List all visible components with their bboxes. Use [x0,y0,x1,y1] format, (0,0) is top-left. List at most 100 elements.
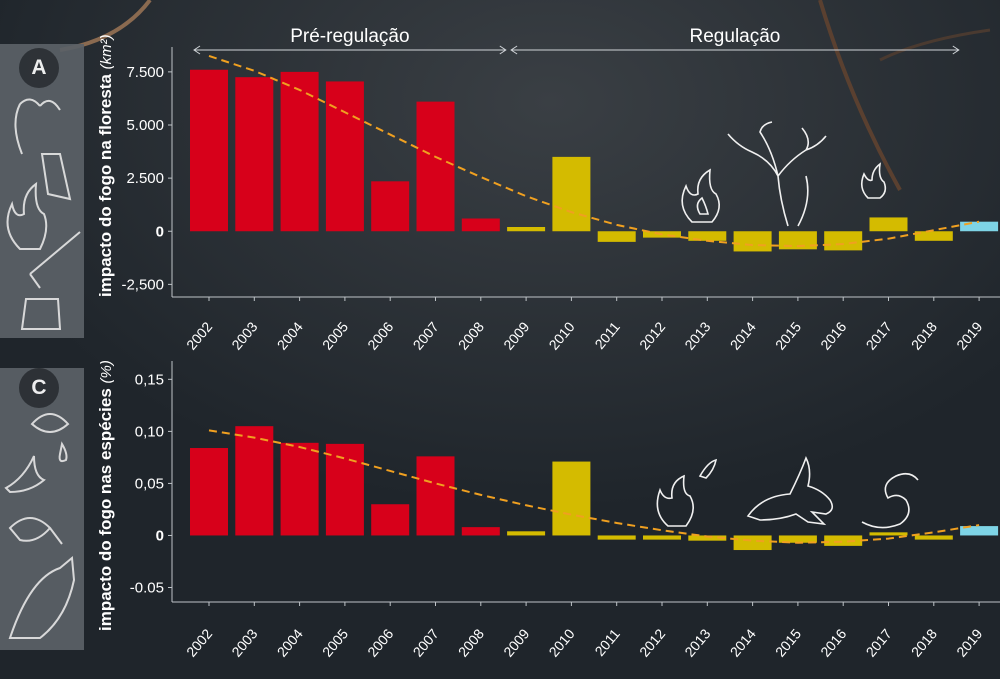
trend-line [208,54,980,248]
bar-2015 [778,231,817,250]
bar-2007 [416,101,455,232]
x-tick-label: 2014 [727,318,759,352]
x-tick-label: 2017 [863,625,895,659]
bar-2002 [190,69,228,232]
y-tick-label: 5.000 [126,117,164,134]
bar-2005 [325,81,364,232]
x-tick-label: 2003 [228,625,260,659]
x-tick-label: 2011 [591,318,623,352]
x-tick-label: 2005 [319,318,351,352]
period-arrow-right [952,45,960,55]
eye-icon [30,413,70,463]
branch-decoration [818,0,902,191]
bar-2003 [235,77,274,232]
x-tick-label: 2015 [772,318,804,352]
x-tick-label: 2012 [636,318,668,352]
bar-2006 [371,181,410,232]
bar-2019 [960,221,999,232]
x-tick-label: 2010 [545,318,577,352]
icon-panel-a: A [0,44,84,338]
x-tick-label: 2018 [908,625,940,659]
x-tick-label: 2013 [681,318,713,352]
bar-2012 [643,535,681,540]
period-arrow-left [193,45,201,55]
x-tick-label: 2009 [500,625,532,659]
x-tick-label: 2016 [817,318,849,352]
bar-2018 [914,231,953,241]
x-tick-label: 2006 [364,625,396,659]
x-tick-label: 2002 [183,318,215,352]
bar-2013 [688,535,727,541]
x-tick-label: 2008 [455,318,487,352]
x-tick-label: 2008 [455,625,487,659]
flame-icon [681,168,720,223]
bar-2010 [552,156,591,232]
x-tick-label: 2019 [953,625,985,659]
axe-stump-icon [20,231,81,330]
y-tick-label: 7.500 [126,64,164,81]
x-tick-label: 2002 [183,625,215,659]
panel-label-c: C [19,368,59,408]
x-tick-label: 2012 [636,625,668,659]
flame-icon [6,181,48,250]
bar-2006 [371,504,410,536]
bar-2010 [552,461,591,536]
bar-2008 [461,527,500,536]
x-tick-label: 2011 [591,625,623,659]
x-tick-label: 2003 [228,318,260,352]
burnt-tree-icon [727,121,827,227]
rabbit-icon [746,456,834,526]
bar-2011 [597,231,636,242]
bar-2016 [824,231,863,251]
bar-2018 [914,535,953,540]
x-tick-label: 2016 [817,625,849,659]
y-tick-label: 0 [156,527,164,544]
y-tick-label: -2,500 [121,276,164,293]
bar-2004 [280,442,319,536]
x-tick-label: 2004 [274,318,306,352]
x-tick-label: 2013 [681,625,713,659]
x-tick-label: 2019 [953,318,985,352]
x-tick-label: 2009 [500,318,532,352]
x-tick-label: 2007 [410,318,442,352]
period-arrow-right [499,45,507,55]
y-tick-label: 0,10 [135,423,164,440]
bar-2019 [960,526,999,536]
y-axis-label-a: impacto do fogo na floresta (km²) [96,34,115,297]
y-axis-unit-a: (km²) [98,34,115,70]
y-tick-label: 0 [156,223,164,240]
trend-line [208,429,980,544]
x-tick-label: 2017 [863,318,895,352]
bar-2014 [733,231,772,252]
bar-2007 [416,456,455,536]
period-arrow-left [510,45,518,55]
bar-2011 [597,535,636,540]
y-axis-label-c: impacto do fogo nas espécies (%) [96,360,115,631]
icon-panel-c: C [0,368,84,650]
period-label: Pré-regulação [290,26,409,47]
frog-icon [8,517,63,545]
bar-2017 [869,217,908,232]
flame-icon [656,458,718,527]
bar-2005 [325,443,364,536]
bar-2004 [280,71,319,232]
x-tick-label: 2014 [727,625,759,659]
y-tick-label: 2.500 [126,170,164,187]
bar-2008 [461,218,500,232]
bar-2016 [824,535,863,546]
x-tick-label: 2010 [545,625,577,659]
bar-2009 [507,227,546,232]
bird-icon [4,455,46,494]
y-axis-unit-c: (%) [98,360,115,384]
fox-icon [8,556,76,639]
snake-icon [861,472,919,529]
y-tick-label: 0,05 [135,475,164,492]
x-tick-label: 2015 [772,625,804,659]
bar-2017 [869,532,908,536]
x-tick-label: 2018 [908,318,940,352]
bar-2014 [733,535,772,551]
x-tick-label: 2005 [319,625,351,659]
bar-2003 [235,426,274,536]
